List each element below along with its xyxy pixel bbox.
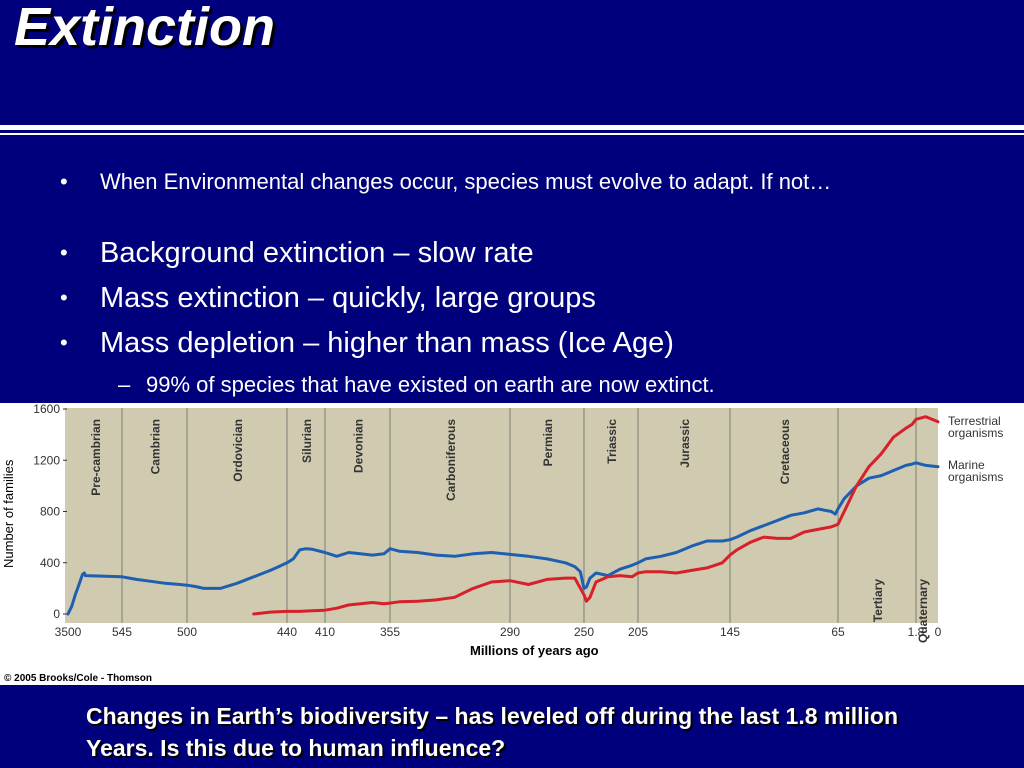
- title-divider: [0, 125, 1024, 130]
- caption-line-1: Changes in Earth’s biodiversity – has le…: [86, 703, 899, 729]
- bullet-text: Mass extinction – quickly, large groups: [100, 282, 596, 314]
- x-tick-label: 410: [315, 625, 335, 639]
- period-label: Cretaceous: [778, 419, 792, 485]
- title-divider-thin: [0, 133, 1024, 135]
- bullet-text: Background extinction – slow rate: [100, 237, 534, 269]
- bullet-marker: •: [60, 285, 68, 310]
- y-tick-label: 400: [40, 556, 60, 570]
- x-tick-label: 0: [935, 625, 942, 639]
- x-tick-label: 205: [628, 625, 648, 639]
- period-label: Pre-cambrian: [89, 419, 103, 496]
- x-tick-label: 500: [177, 625, 197, 639]
- legend-entry: Terrestrial organisms: [948, 414, 1003, 440]
- period-label: Cambrian: [149, 419, 163, 474]
- y-tick-label: 1200: [33, 453, 60, 467]
- x-tick-label: 440: [277, 625, 297, 639]
- copyright-text: © 2005 Brooks/Cole - Thomson: [4, 673, 152, 684]
- period-label: Silurian: [300, 419, 314, 463]
- bullet-text: When Environmental changes occur, specie…: [100, 169, 832, 194]
- period-label: Jurassic: [678, 419, 692, 468]
- y-tick-label: 800: [40, 505, 60, 519]
- terrestrial-series-line: [252, 415, 940, 616]
- x-tick-label: 250: [574, 625, 594, 639]
- period-label: Devonian: [352, 419, 366, 473]
- sub-bullet-text: 99% of species that have existed on eart…: [146, 372, 715, 397]
- biodiversity-chart: Pre-cambrian Cambrian Ordovician Silurian De…: [1, 402, 1003, 684]
- bullet-marker: •: [60, 330, 68, 355]
- period-label: Carboniferous: [444, 419, 458, 501]
- y-axis-label: Number of families: [1, 459, 16, 568]
- biodiversity-chart-panel: Pre-cambrian Cambrian Ordovician Silurian De…: [0, 402, 1024, 685]
- period-label: Permian: [541, 419, 555, 466]
- slide-title: Extinction: [14, 0, 276, 57]
- period-label: Quaternary: [916, 579, 930, 643]
- period-label: Tertiary: [871, 579, 885, 622]
- period-label: Triassic: [605, 419, 619, 464]
- x-tick-label: 3500: [55, 625, 82, 639]
- x-tick-label: 145: [720, 625, 740, 639]
- y-tick-label: 1600: [33, 403, 60, 416]
- x-tick-label: 545: [112, 625, 132, 639]
- x-tick-label: 355: [380, 625, 400, 639]
- bullet-marker: •: [60, 240, 68, 265]
- chart-plot-area: [65, 408, 938, 623]
- slide-caption: Changes in Earth’s biodiversity – has le…: [86, 700, 1016, 764]
- bullet-text: Mass depletion – higher than mass (Ice A…: [100, 327, 674, 359]
- x-tick-label: 65: [831, 625, 845, 639]
- x-tick-label: 1.8: [908, 625, 925, 639]
- sub-bullet-marker: –: [118, 372, 131, 397]
- caption-line-2: Years. Is this due to human influence?: [86, 735, 506, 761]
- x-axis-label: Millions of years ago: [470, 643, 599, 658]
- legend-entry: Marine organisms: [948, 458, 1003, 484]
- period-label: Ordovician: [231, 419, 245, 482]
- y-tick-label: 0: [53, 607, 60, 621]
- x-tick-label: 290: [500, 625, 520, 639]
- bullet-marker: •: [60, 169, 68, 194]
- marine-series-line: [66, 461, 940, 616]
